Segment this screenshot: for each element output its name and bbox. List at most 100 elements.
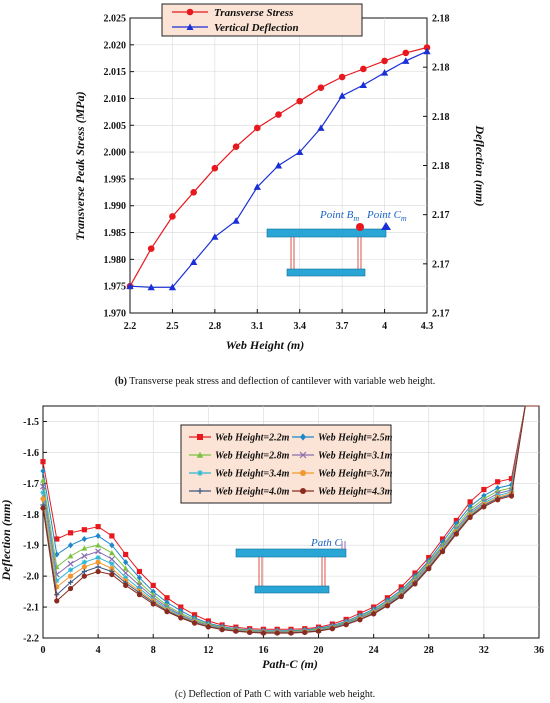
chart-c-point-0 bbox=[481, 486, 487, 493]
chart-c-legend-label: Web Height=3.7m bbox=[318, 469, 393, 480]
chart-b-y-tick-label: 2.020 bbox=[104, 40, 127, 51]
chart-b-point-stress bbox=[147, 245, 155, 252]
chart-c-point-2 bbox=[40, 477, 46, 483]
chart-c-point-0 bbox=[109, 533, 115, 539]
chart-c-point-0 bbox=[495, 479, 501, 485]
chart-b-y-tick-label: 2.005 bbox=[104, 121, 127, 132]
chart-b-point-stress bbox=[402, 49, 410, 57]
chart-c-point-5 bbox=[95, 559, 101, 565]
chart-b-y-tick-label: 1.970 bbox=[104, 309, 127, 320]
chart-c-point-0 bbox=[508, 476, 515, 482]
chart-b-y2-tick-label: 2.18 bbox=[432, 112, 450, 123]
chart-c-point-4 bbox=[40, 490, 46, 496]
chart-b-point-deflection bbox=[253, 183, 261, 190]
chart-b-point-deflection bbox=[147, 283, 155, 291]
chart-b-point-deflection bbox=[296, 148, 304, 156]
chart-c-point-2 bbox=[81, 545, 88, 551]
chart-c-point-7 bbox=[219, 627, 225, 633]
chart-c-point-0 bbox=[136, 568, 143, 575]
chart-c-x-tick-label: 36 bbox=[534, 645, 544, 656]
chart-c-x-tick-label: 20 bbox=[314, 645, 324, 656]
chart-c-point-7 bbox=[247, 629, 253, 636]
chart-c-point-7 bbox=[274, 630, 280, 636]
chart-c-legend-marker bbox=[299, 451, 307, 459]
chart-c-point-0 bbox=[54, 536, 60, 542]
chart-c-point-5 bbox=[67, 573, 74, 579]
chart-c-point-2 bbox=[95, 542, 101, 548]
chart-c-point-7 bbox=[453, 531, 459, 537]
point-c-marker bbox=[381, 222, 391, 230]
chart-b-point-deflection bbox=[423, 47, 431, 55]
chart-c-point-2 bbox=[122, 565, 129, 571]
chart-c-point-4 bbox=[54, 578, 60, 584]
chart-c-point-7 bbox=[426, 566, 432, 572]
legend-deflection-marker bbox=[186, 23, 194, 30]
chart-c-point-0 bbox=[467, 499, 473, 505]
chart-c-x-tick-label: 4 bbox=[96, 645, 101, 656]
chart-b-caption: (b) Transverse peak stress and deflectio… bbox=[115, 376, 435, 387]
chart-c-point-7 bbox=[191, 620, 198, 626]
chart-c-point-5 bbox=[40, 496, 46, 502]
chart-b-point-deflection bbox=[317, 124, 325, 131]
chart-b-y-tick-label: 2.010 bbox=[104, 94, 127, 105]
chart-c-point-4 bbox=[123, 575, 129, 581]
chart-c-x-tick-label: 8 bbox=[151, 645, 156, 656]
chart-c-legend-label: Web Height=2.5m bbox=[318, 433, 393, 444]
chart-c-point-1 bbox=[109, 542, 115, 549]
chart-c-legend-marker bbox=[300, 488, 306, 494]
chart-b-point-stress bbox=[338, 73, 346, 81]
chart-c-legend-marker bbox=[197, 470, 203, 476]
chart-b-y2-tick-label: 2.17 bbox=[432, 309, 450, 320]
chart-c-point-1 bbox=[54, 551, 60, 558]
chart-b-point-deflection bbox=[338, 92, 346, 99]
chart-b-x-tick-label: 4.3 bbox=[421, 321, 434, 332]
chart-b-y2-tick-label: 2.17 bbox=[432, 210, 450, 221]
chart-c-point-7 bbox=[95, 568, 101, 575]
chart-b-y2-ticks: 2.17 2.17 2.17 2.18 2.18 2.18 2.18 bbox=[423, 14, 450, 320]
chart-c-point-1 bbox=[136, 574, 143, 581]
chart-c-legend-marker bbox=[197, 488, 203, 494]
chart-c-point-7 bbox=[495, 497, 501, 503]
chart-c-point-7 bbox=[439, 549, 446, 555]
chart-c-point-3 bbox=[67, 560, 74, 567]
chart-c-point-7 bbox=[136, 592, 143, 598]
chart-c-legend-marker bbox=[197, 434, 203, 440]
chart-c-point-7 bbox=[329, 626, 335, 632]
chart-c-point-7 bbox=[260, 630, 267, 636]
point-c-label: Point Cm bbox=[366, 209, 407, 223]
chart-b-x-tick-label: 2.8 bbox=[209, 321, 222, 332]
chart-c-point-7 bbox=[178, 615, 184, 621]
chart-b-y-tick-label: 1.985 bbox=[104, 228, 127, 239]
chart-c-y-tick-label: -1.8 bbox=[23, 510, 39, 521]
chart-b-point-stress bbox=[423, 44, 431, 51]
legend-deflection-label: Vertical Deflection bbox=[214, 22, 299, 34]
chart-c-legend[interactable]: Web Height=2.2m Web Height=2.5m Web Height… bbox=[180, 424, 393, 504]
chart-b-x-tick-label: 3.1 bbox=[251, 321, 264, 332]
chart-b-point-deflection bbox=[232, 217, 240, 224]
chart-c-inset-diagram: Path C bbox=[235, 537, 347, 594]
chart-b-y2-tick-label: 2.18 bbox=[432, 63, 450, 74]
chart-b: 1.970 1.975 1.980 1.985 1.990 1.995 2.000 2.005… bbox=[73, 3, 487, 387]
legend-stress-label: Transverse Stress bbox=[214, 7, 293, 19]
chart-c-point-7 bbox=[371, 611, 377, 617]
chart-c-legend-label: Web Height=4.3m bbox=[318, 487, 393, 498]
chart-c-legend-label: Web Height=2.2m bbox=[215, 433, 290, 444]
chart-b-point-stress bbox=[360, 65, 367, 73]
chart-c-series bbox=[39, 405, 539, 636]
chart-c-point-5 bbox=[81, 564, 87, 570]
chart-b-legend[interactable]: Transverse Stress Vertical Deflection bbox=[161, 3, 363, 37]
chart-c-point-7 bbox=[412, 581, 418, 587]
chart-b-point-stress bbox=[296, 97, 304, 105]
chart-b-point-stress bbox=[169, 213, 176, 220]
chart-c-legend-label: Web Height=3.1m bbox=[318, 451, 393, 462]
legend-stress-marker bbox=[186, 8, 194, 16]
chart-c-point-7 bbox=[481, 504, 487, 510]
inset-bottom-flange bbox=[286, 268, 366, 277]
chart-c-point-0 bbox=[178, 604, 184, 610]
chart-b-y-tick-label: 1.995 bbox=[104, 174, 127, 185]
chart-c-point-3 bbox=[95, 548, 102, 555]
chart-c-x-axis-label: Path-C (m) bbox=[262, 657, 318, 671]
chart-c: -2.2 -2.1 -2.0 -1.9 -1.8 -1.7 -1.6 -1.5 0 4 8 12 16… bbox=[0, 405, 544, 700]
chart-c-point-1 bbox=[439, 538, 446, 546]
chart-c-x-tick-label: 12 bbox=[203, 645, 213, 656]
